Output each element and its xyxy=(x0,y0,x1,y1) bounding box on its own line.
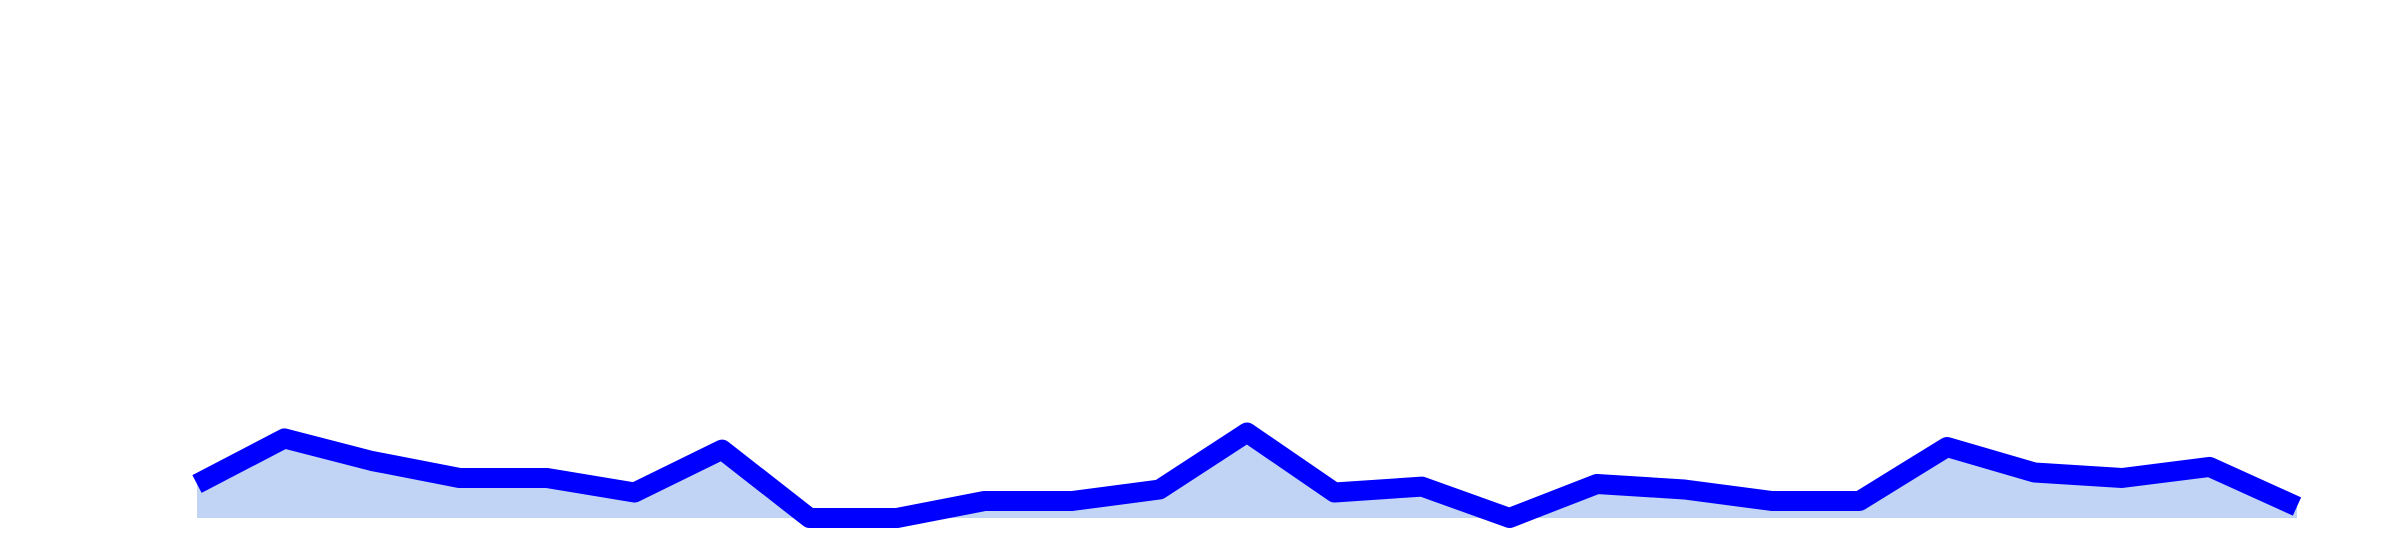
data-point-8 xyxy=(809,517,811,519)
data-point-25 xyxy=(2296,506,2298,508)
data-point-19 xyxy=(1771,500,1773,502)
data-point-23 xyxy=(2121,477,2123,479)
data-point-1 xyxy=(196,483,198,485)
data-point-14 xyxy=(1334,492,1336,494)
data-point-6 xyxy=(634,492,636,494)
data-point-17 xyxy=(1596,483,1598,485)
data-point-3 xyxy=(371,460,373,462)
data-point-10 xyxy=(984,500,986,502)
data-point-13 xyxy=(1246,432,1248,434)
data-point-21 xyxy=(1946,446,1948,448)
data-point-15 xyxy=(1421,486,1423,488)
data-point-5 xyxy=(546,477,548,479)
data-point-16 xyxy=(1509,517,1511,519)
data-point-12 xyxy=(1159,489,1161,491)
data-point-2 xyxy=(284,437,286,439)
data-point-24 xyxy=(2209,466,2211,468)
plot-layer xyxy=(192,422,2302,528)
data-point-20 xyxy=(1859,500,1861,502)
data-point-18 xyxy=(1684,489,1686,491)
data-point-9 xyxy=(896,517,898,519)
data-point-22 xyxy=(2034,472,2036,474)
data-point-7 xyxy=(721,449,723,451)
data-point-4 xyxy=(459,477,461,479)
series-line xyxy=(192,422,2302,528)
data-point-11 xyxy=(1071,500,1073,502)
